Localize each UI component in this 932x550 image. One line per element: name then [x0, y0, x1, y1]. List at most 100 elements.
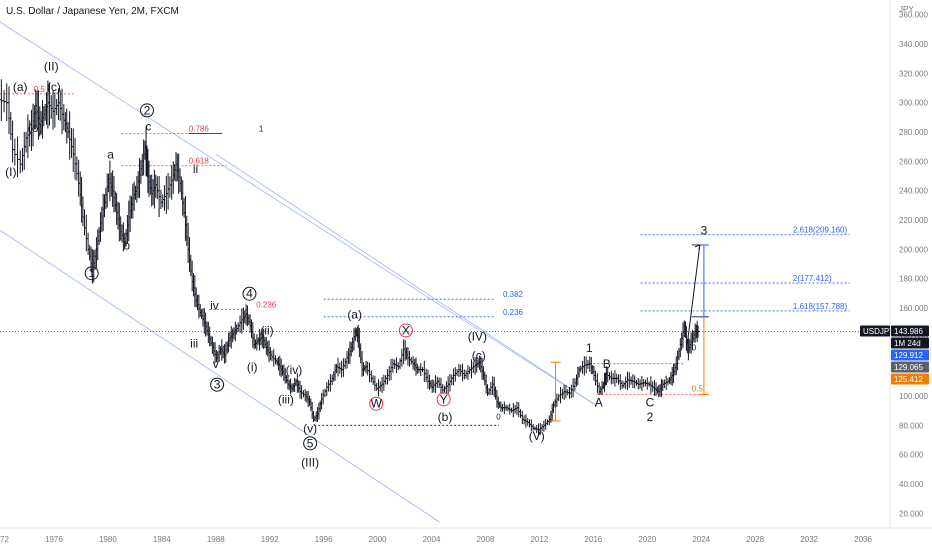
wave-labels: (II)(a) (c)(b)(I)2cabiii14iv(ii)iii(i)v3(… — [5, 59, 707, 469]
y-tick-label: 20.000 — [899, 509, 924, 518]
wave-label: i — [158, 206, 161, 220]
x-tick-label: 2000 — [369, 535, 387, 544]
trend-channel-line — [0, 21, 598, 407]
y-tick-label: 80.000 — [899, 421, 924, 430]
wave-label: (iv) — [286, 363, 303, 377]
y-tick-label: 180.000 — [899, 275, 928, 284]
wave-label: (a) — [347, 307, 362, 321]
level-label: 0.5 — [34, 85, 46, 94]
measure-label: 0.5 — [692, 385, 704, 394]
price-badge: 143.986 — [894, 327, 923, 336]
wave-label: Y — [440, 392, 448, 406]
wave-label: 2 — [647, 410, 654, 424]
wave-label: (II) — [44, 59, 59, 73]
wave-label: 2 — [144, 103, 151, 117]
x-tick-label: 1992 — [261, 535, 279, 544]
level-label: 1.618(157.788) — [793, 302, 848, 311]
wave-label-circle — [139, 103, 154, 118]
price-badge: 129.912 — [894, 351, 923, 360]
level-label: 0.786 — [189, 124, 210, 133]
y-tick-label: 320.000 — [899, 69, 928, 78]
wave-label: v — [213, 357, 219, 371]
y-tick-label: 100.000 — [899, 392, 928, 401]
price-badge: 125.412 — [894, 375, 923, 384]
x-tick-label: 1980 — [99, 535, 117, 544]
drawing-overlay: 0.5 0.786 1 0.618 0.382 0.236 0.236 2.618(209.1… — [0, 21, 890, 523]
wave-label: (b) — [438, 410, 453, 424]
projection-arrowhead — [694, 244, 701, 251]
wave-label: C — [646, 395, 655, 409]
y-tick-label: 160.000 — [899, 304, 928, 313]
ohlc-bars — [0, 79, 700, 436]
level-label: 2.618(209.160) — [793, 226, 848, 235]
wave-label: (I) — [5, 165, 16, 179]
level-label: 0.382 — [503, 290, 524, 299]
trend-channel-line — [0, 229, 440, 523]
x-tick-label: 1984 — [153, 535, 171, 544]
x-tick-label: 1976 — [45, 535, 63, 544]
x-tick-label: 72 — [0, 535, 9, 544]
y-tick-label: 360.000 — [899, 11, 928, 20]
wave-label: (a) — [13, 80, 28, 94]
y-tick-label: 240.000 — [899, 187, 928, 196]
wave-label: (iii) — [278, 392, 294, 406]
level-label: 1 — [259, 124, 264, 133]
price-badge-bg — [860, 325, 890, 337]
x-tick-label: 2032 — [800, 535, 818, 544]
wave-label: iii — [190, 337, 198, 351]
wave-label: 5 — [307, 436, 314, 450]
wave-label: (ii) — [260, 323, 273, 337]
trend-channel-line — [215, 153, 598, 407]
wave-label: b — [123, 238, 130, 252]
time-axis[interactable]: 72 1976 1980 1984 1988 1992 1996 2000 2004 2008 20… — [0, 535, 872, 544]
price-badges: USDJPY 143.986 1M 24d 129.912 129.065 125.412 — [860, 325, 929, 385]
wave-label: (V) — [529, 429, 545, 443]
price-badge: USDJPY — [863, 327, 895, 336]
x-tick-label: 2020 — [638, 535, 656, 544]
price-badge-bg — [891, 349, 929, 361]
wave-label: (b) — [28, 121, 43, 135]
wave-label: a — [107, 147, 114, 161]
symbol-title: U.S. Dollar / Japanese Yen, 2M, FXCM — [6, 6, 179, 17]
price-badge: 129.065 — [894, 363, 923, 372]
wave-label-circle — [303, 436, 318, 451]
x-tick-label: 2036 — [854, 535, 872, 544]
measure-label: 0 — [692, 344, 697, 353]
wave-label-circle — [210, 377, 225, 392]
level-label: 0.236 — [503, 308, 524, 317]
price-badge-bg — [891, 325, 929, 337]
y-tick-label: 60.000 — [899, 451, 924, 460]
currency-label: JPY — [899, 5, 914, 14]
wave-label: B — [603, 357, 611, 371]
level-label: 2(177.412) — [793, 274, 832, 283]
x-tick-label: 1996 — [315, 535, 333, 544]
y-tick-label: 300.000 — [899, 99, 928, 108]
wave-label: A — [595, 395, 603, 409]
wave-label-circle — [84, 266, 99, 281]
wave-label: (IV) — [468, 329, 487, 343]
y-tick-label: 220.000 — [899, 216, 928, 225]
x-tick-label: 2016 — [584, 535, 602, 544]
wave-label: 4 — [246, 287, 253, 301]
x-tick-label: 2012 — [530, 535, 548, 544]
measure-label: 0 — [496, 412, 501, 421]
x-tick-label: 2028 — [746, 535, 764, 544]
wave-label: iv — [210, 298, 219, 312]
y-tick-label: 280.000 — [899, 128, 928, 137]
x-tick-label: 2008 — [477, 535, 495, 544]
level-label: 0.618 — [189, 157, 210, 166]
wave-label: c — [145, 120, 151, 134]
wave-label-circle — [369, 396, 384, 411]
wave-label: ii — [193, 162, 198, 176]
wave-label-circle — [242, 286, 257, 301]
level-label: 0.236 — [256, 300, 277, 309]
price-badge-bg — [891, 337, 929, 349]
y-tick-label: 40.000 — [899, 480, 924, 489]
wave-label: (i) — [247, 360, 258, 374]
price-badge-bg — [891, 373, 929, 385]
wave-label: X — [402, 323, 410, 337]
x-tick-label: 1988 — [207, 535, 225, 544]
wave-label: W — [371, 397, 383, 411]
